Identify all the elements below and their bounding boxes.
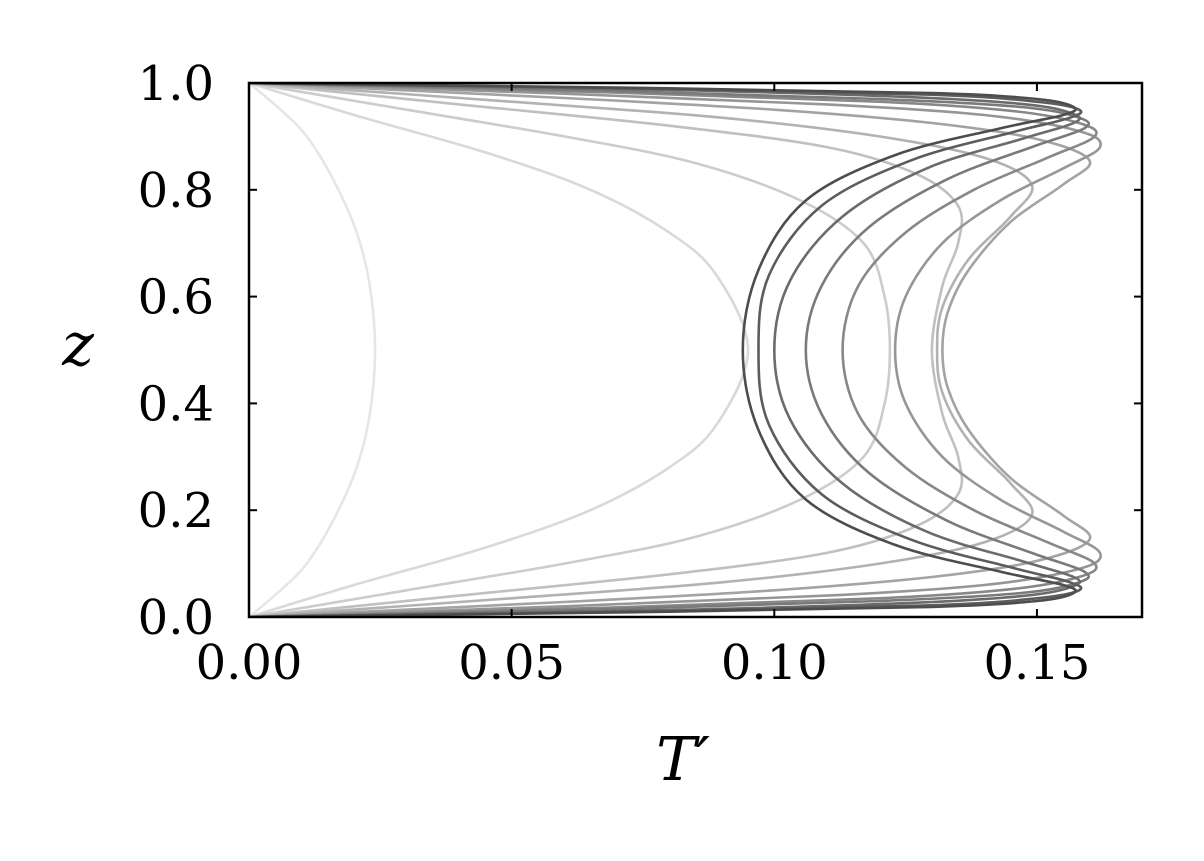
series-line-7 — [249, 83, 1102, 617]
y-tick-label: 0.6 — [138, 270, 214, 326]
plot-frame — [247, 81, 1144, 619]
y-tick-label: 0.0 — [138, 590, 214, 646]
x-axis-label: T′ — [656, 725, 710, 795]
ticks-layer: 0.00 0.05 0.10 0.15 0.0 0.2 0.4 0.6 0.8 1.0 — [138, 56, 1142, 691]
x-tick-label: 0.15 — [984, 635, 1091, 691]
x-tick-label: 0.10 — [721, 635, 828, 691]
series-line-9 — [249, 83, 1091, 617]
series-line-8 — [249, 83, 1098, 617]
series-line-5 — [249, 83, 1034, 617]
y-tick-label: 0.4 — [138, 376, 214, 432]
series-line-4 — [249, 83, 964, 617]
series-line-3 — [249, 83, 892, 617]
x-tick-label: 0.00 — [196, 635, 303, 691]
y-tick-label: 1.0 — [138, 56, 214, 112]
series-line-2 — [249, 83, 750, 617]
y-axis-label: z — [61, 310, 94, 380]
series-line-12 — [249, 83, 1077, 617]
x-tick-label: 0.05 — [458, 635, 565, 691]
series-layer — [249, 83, 1102, 617]
series-line-11 — [249, 83, 1083, 617]
y-tick-label: 0.2 — [138, 483, 214, 539]
series-line-1 — [249, 83, 377, 617]
series-line-10 — [249, 83, 1082, 617]
y-tick-label: 0.8 — [138, 163, 214, 219]
series-line-6 — [249, 83, 1092, 617]
